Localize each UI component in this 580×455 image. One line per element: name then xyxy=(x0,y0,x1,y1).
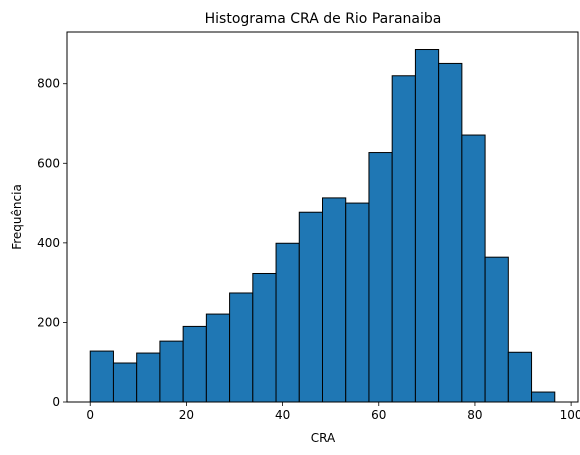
histogram-bar xyxy=(183,326,206,402)
x-tick-label: 80 xyxy=(467,408,482,422)
y-axis-ticks: 0 200 400 600 800 xyxy=(37,77,67,409)
y-tick-label: 800 xyxy=(37,77,60,91)
histogram-bar xyxy=(346,203,369,402)
histogram-bar xyxy=(369,153,392,402)
y-tick-label: 400 xyxy=(37,236,60,250)
x-tick-label: 100 xyxy=(560,408,580,422)
histogram-bar xyxy=(113,363,136,402)
y-axis-label: Frequência xyxy=(10,184,24,250)
histogram-bar xyxy=(462,135,485,402)
histogram-bar xyxy=(230,293,253,402)
histogram-bar xyxy=(253,273,276,402)
x-axis-ticks: 0 20 40 60 80 100 xyxy=(86,402,580,422)
histogram-bar xyxy=(299,212,322,402)
x-tick-label: 60 xyxy=(371,408,386,422)
histogram-bar xyxy=(206,314,229,402)
y-tick-label: 0 xyxy=(52,395,60,409)
histogram-bar xyxy=(508,352,531,402)
histogram-bar xyxy=(137,353,160,402)
histogram-bar xyxy=(392,76,415,402)
y-tick-label: 600 xyxy=(37,156,60,170)
histogram-bar xyxy=(323,198,346,402)
histogram-bar xyxy=(276,243,299,402)
chart-title: Histograma CRA de Rio Paranaiba xyxy=(205,11,442,27)
y-tick-label: 200 xyxy=(37,315,60,329)
x-axis-label: CRA xyxy=(311,431,336,445)
histogram-bar xyxy=(415,50,438,402)
bars-group xyxy=(90,50,555,402)
histogram-bar xyxy=(485,257,508,402)
histogram-bar xyxy=(160,341,183,402)
histogram-bar xyxy=(532,392,555,402)
x-tick-label: 0 xyxy=(86,408,94,422)
histogram-bar xyxy=(439,63,462,402)
x-tick-label: 20 xyxy=(179,408,194,422)
x-tick-label: 40 xyxy=(275,408,290,422)
histogram-bar xyxy=(90,351,113,402)
